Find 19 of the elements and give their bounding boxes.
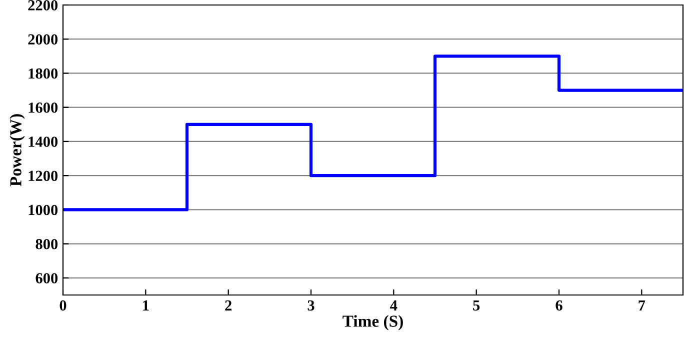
x-tick-label: 4 [390,300,398,310]
x-axis-title: Time (S) [342,315,403,330]
y-axis-title: Power(W) [10,114,25,186]
x-tick-label: 5 [473,300,480,311]
x-tick-label: 1 [143,300,149,310]
y-tick-label: 800 [36,238,58,250]
y-tick-label: 1600 [28,102,58,113]
y-tick-label: 1400 [28,136,58,147]
y-tick-label: 1000 [28,204,58,216]
x-tick-label: 2 [225,300,232,310]
x-tick-label: 7 [638,300,646,310]
y-tick-label: 600 [36,273,58,284]
y-tick-label: 2000 [28,34,58,45]
y-tick-label: 1200 [28,170,58,182]
x-tick-label: 6 [556,300,562,311]
y-tick-label: 1800 [28,68,58,79]
x-tick-label: 3 [308,300,314,311]
x-tick-label: 0 [60,300,66,311]
y-tick-label: 2200 [28,0,58,10]
